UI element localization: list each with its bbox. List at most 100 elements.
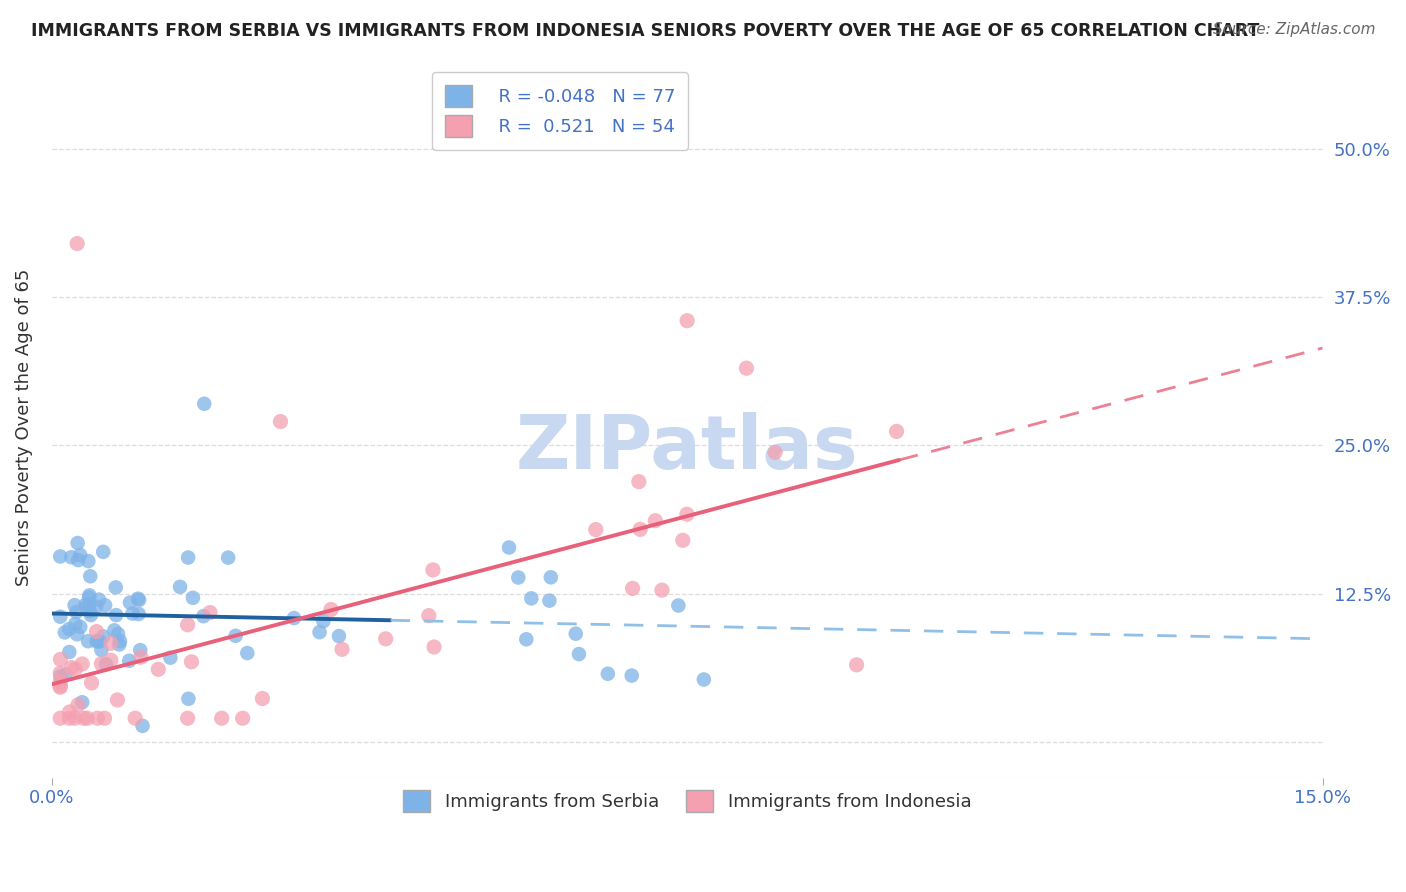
Point [75,598,97,612]
Point [128,592,150,607]
Point [538,593,561,607]
Point [80,608,103,623]
Point [104,580,127,594]
Point [49,711,72,725]
Point [177,550,200,565]
Point [90,643,112,657]
Point [49,680,72,694]
Point [176,617,198,632]
Point [94,599,117,613]
Point [418,608,440,623]
Point [319,602,342,616]
Point [91,629,114,643]
Point [845,657,868,672]
Point [93,711,115,725]
Point [568,647,591,661]
Point [49,679,72,693]
Point [75,600,97,615]
Point [620,668,643,682]
Point [676,508,699,522]
Point [886,425,908,439]
Point [60,550,83,565]
Point [693,673,716,687]
Legend: Immigrants from Serbia, Immigrants from Indonesia: Immigrants from Serbia, Immigrants from … [391,777,984,824]
Point [84,599,107,614]
Point [564,626,586,640]
Point [131,719,153,733]
Point [60,660,83,674]
Point [49,609,72,624]
Point [423,640,446,654]
Point [159,650,181,665]
Point [55,667,77,681]
Point [129,643,152,657]
Point [330,642,353,657]
Point [763,445,786,459]
Point [87,634,110,648]
Point [644,514,666,528]
Point [67,553,90,567]
Point [105,608,128,623]
Point [103,624,125,638]
Point [422,563,444,577]
Point [100,636,122,650]
Point [118,654,141,668]
Point [627,475,650,489]
Point [89,634,111,648]
Point [621,582,644,596]
Point [312,614,335,628]
Point [283,611,305,625]
Point [269,415,291,429]
Point [121,607,143,621]
Point [108,637,131,651]
Point [58,711,80,725]
Point [193,397,215,411]
Point [515,632,537,647]
Point [79,588,101,602]
Point [180,655,202,669]
Point [193,609,215,624]
Point [124,711,146,725]
Point [67,698,90,712]
Point [181,591,204,605]
Point [77,591,100,605]
Point [79,598,101,612]
Point [86,634,108,648]
Point [49,549,72,564]
Point [328,629,350,643]
Point [58,645,80,659]
Point [70,695,93,709]
Point [169,580,191,594]
Point [232,711,254,725]
Point [66,627,89,641]
Text: IMMIGRANTS FROM SERBIA VS IMMIGRANTS FROM INDONESIA SENIORS POVERTY OVER THE AGE: IMMIGRANTS FROM SERBIA VS IMMIGRANTS FRO… [31,22,1260,40]
Point [148,662,170,676]
Point [236,646,259,660]
Point [596,666,619,681]
Point [90,657,112,671]
Point [58,622,80,636]
Point [77,554,100,568]
Point [94,657,117,672]
Point [63,662,86,676]
Point [128,607,150,621]
Point [86,624,108,639]
Point [628,522,651,536]
Point [80,676,103,690]
Point [127,591,149,606]
Point [118,596,141,610]
Y-axis label: Seniors Poverty Over the Age of 65: Seniors Poverty Over the Age of 65 [15,268,32,586]
Point [66,236,89,251]
Point [177,691,200,706]
Point [72,711,94,725]
Point [63,598,86,612]
Point [49,652,72,666]
Point [49,669,72,683]
Point [508,570,530,584]
Point [540,570,562,584]
Point [735,361,758,376]
Point [70,657,93,671]
Point [53,625,76,640]
Point [77,634,100,648]
Point [49,674,72,689]
